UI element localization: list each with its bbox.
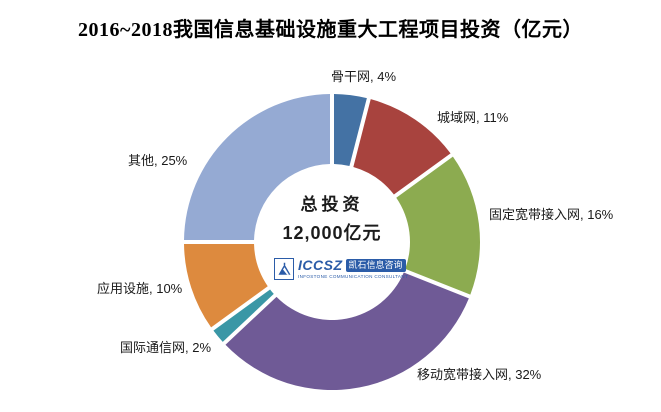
donut-slice-6 xyxy=(184,94,330,240)
center-title: 总投资 xyxy=(300,195,364,214)
donut-slice-0 xyxy=(334,94,367,166)
slice-label-4: 国际通信网, 2% xyxy=(120,340,212,355)
chart-title: 2016~2018我国信息基础设施重大工程项目投资（亿元） xyxy=(78,19,583,41)
logo-triangle-icon xyxy=(274,258,294,280)
donut-slice-4 xyxy=(213,289,274,342)
donut-slice-5 xyxy=(184,244,268,328)
donut-slice-1 xyxy=(353,99,451,195)
logo-acronym: ICCSZ xyxy=(298,257,343,273)
donut-slice-2 xyxy=(396,156,481,295)
iccsz-logo: ICCSZ 凯石信息咨询 INFOSTONE COMMUNICATION CON… xyxy=(274,258,408,280)
logo-cn-name: 凯石信息咨询 xyxy=(345,258,406,272)
logo-text: ICCSZ 凯石信息咨询 INFOSTONE COMMUNICATION CON… xyxy=(298,258,408,279)
center-value: 12,000亿元 xyxy=(282,223,382,243)
slice-label-3: 移动宽带接入网, 32% xyxy=(417,367,542,382)
slice-label-5: 应用设施, 10% xyxy=(97,281,183,296)
total-label: 总投资 12,000亿元 xyxy=(232,190,432,245)
slice-label-2: 固定宽带接入网, 16% xyxy=(489,207,614,222)
slice-label-6: 其他, 25% xyxy=(128,153,188,168)
slice-label-1: 城域网, 11% xyxy=(437,110,509,125)
donut-slice-3 xyxy=(225,272,469,391)
slice-label-0: 骨干网, 4% xyxy=(331,69,397,84)
logo-en-name: INFOSTONE COMMUNICATION CONSULTANT xyxy=(298,274,409,279)
